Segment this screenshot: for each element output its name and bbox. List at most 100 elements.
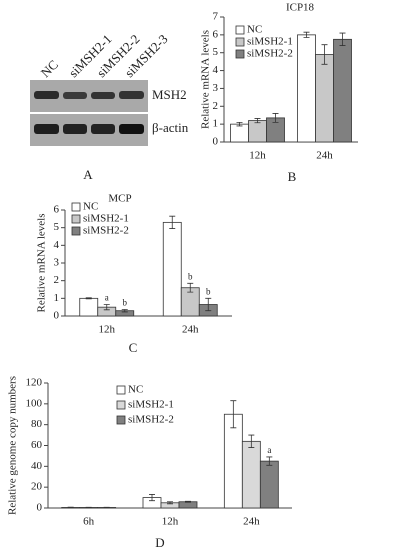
chart-title: MCP — [108, 193, 131, 205]
annotation: b — [123, 298, 128, 308]
y-tick-label: 3 — [54, 257, 60, 269]
panel-letter: B — [288, 169, 297, 184]
y-tick-label: 40 — [31, 460, 43, 472]
y-tick-label: 100 — [26, 397, 43, 409]
y-tick-label: 1 — [54, 292, 60, 304]
annotation: a — [105, 293, 109, 303]
error-bar — [321, 44, 328, 65]
error-bar — [272, 113, 279, 123]
y-tick-label: 120 — [26, 377, 43, 389]
y-axis-label: Relative mRNA levels — [36, 214, 48, 313]
legend-swatch — [235, 49, 245, 59]
y-tick-label: 1 — [213, 118, 219, 130]
bar — [79, 297, 99, 317]
annotation: b — [206, 286, 211, 296]
legend-label: NC — [83, 201, 98, 213]
legend-swatch — [71, 214, 81, 224]
error-bar — [266, 456, 273, 466]
panel-letter: A — [83, 167, 93, 182]
legend-swatch — [235, 25, 245, 35]
y-tick-label: 2 — [54, 274, 60, 286]
bar — [248, 120, 267, 143]
legend-swatch — [71, 202, 81, 212]
legend-label: NC — [128, 384, 143, 396]
y-tick-label: 0 — [37, 502, 43, 514]
error-bar — [103, 304, 110, 311]
bar — [178, 501, 198, 509]
annotation: b — [188, 271, 193, 281]
legend-swatch — [116, 415, 126, 425]
error-bar — [85, 297, 92, 300]
error-bar — [248, 434, 255, 448]
legend-label: siMSH2-1 — [247, 36, 293, 48]
error-bar — [303, 31, 310, 38]
band — [119, 91, 144, 99]
panel-letter: D — [155, 535, 164, 550]
error-bar — [167, 501, 173, 505]
lane-label: NC — [38, 57, 61, 80]
y-tick-label: 20 — [31, 481, 43, 493]
band — [34, 91, 59, 99]
y-tick-label: 7 — [213, 11, 219, 23]
x-tick-label: 12h — [99, 324, 116, 336]
legend-swatch — [235, 37, 245, 47]
legend-swatch — [116, 385, 126, 395]
y-tick-label: 80 — [31, 418, 43, 430]
y-tick-label: 60 — [31, 439, 43, 451]
band — [63, 92, 87, 99]
y-tick-label: 5 — [54, 221, 60, 233]
legend-label: siMSH2-2 — [128, 414, 174, 426]
x-tick-label: 12h — [249, 150, 266, 162]
error-bar — [169, 215, 176, 229]
x-tick-label: 6h — [83, 516, 95, 528]
x-tick-label: 24h — [316, 150, 333, 162]
error-bar — [149, 494, 155, 502]
legend-label: siMSH2-1 — [128, 399, 174, 411]
y-axis-label: Relative genome copy numbers — [7, 376, 19, 515]
bar — [315, 54, 334, 143]
band-label: β-actin — [152, 120, 189, 135]
error-bar — [205, 297, 212, 312]
y-axis-label: Relative mRNA levels — [200, 30, 212, 129]
error-bar — [236, 121, 243, 127]
band-label: MSH2 — [152, 87, 187, 102]
y-tick-label: 0 — [213, 136, 219, 148]
x-tick-label: 24h — [182, 324, 199, 336]
bar — [162, 221, 182, 317]
bar — [259, 460, 279, 509]
error-bar — [230, 400, 237, 429]
legend-swatch — [116, 400, 126, 410]
bar — [223, 413, 243, 509]
legend-label: siMSH2-1 — [83, 213, 129, 225]
bar — [297, 34, 316, 143]
x-tick-label: 24h — [243, 516, 260, 528]
bar — [230, 123, 249, 143]
error-bar — [254, 118, 261, 124]
error-bar — [187, 282, 194, 293]
y-tick-label: 6 — [213, 28, 219, 40]
error-bar — [67, 506, 74, 509]
band — [91, 92, 115, 99]
y-tick-label: 2 — [213, 100, 219, 112]
legend-label: siMSH2-2 — [83, 225, 129, 237]
band — [119, 124, 144, 134]
band — [63, 124, 87, 134]
legend-swatch — [71, 226, 81, 236]
error-bar — [339, 32, 346, 46]
band — [34, 124, 59, 134]
legend-label: siMSH2-2 — [247, 48, 293, 60]
error-bar — [185, 500, 191, 503]
y-tick-label: 4 — [54, 239, 60, 251]
error-bar — [121, 309, 128, 313]
y-tick-label: 4 — [213, 64, 219, 76]
chart-title: ICP18 — [286, 2, 315, 14]
band — [91, 124, 115, 134]
y-tick-label: 0 — [54, 310, 60, 322]
bar — [241, 440, 261, 509]
legend-label: NC — [247, 24, 262, 36]
y-tick-label: 3 — [213, 82, 219, 94]
panel-letter: C — [129, 340, 138, 355]
y-tick-label: 6 — [54, 204, 60, 216]
